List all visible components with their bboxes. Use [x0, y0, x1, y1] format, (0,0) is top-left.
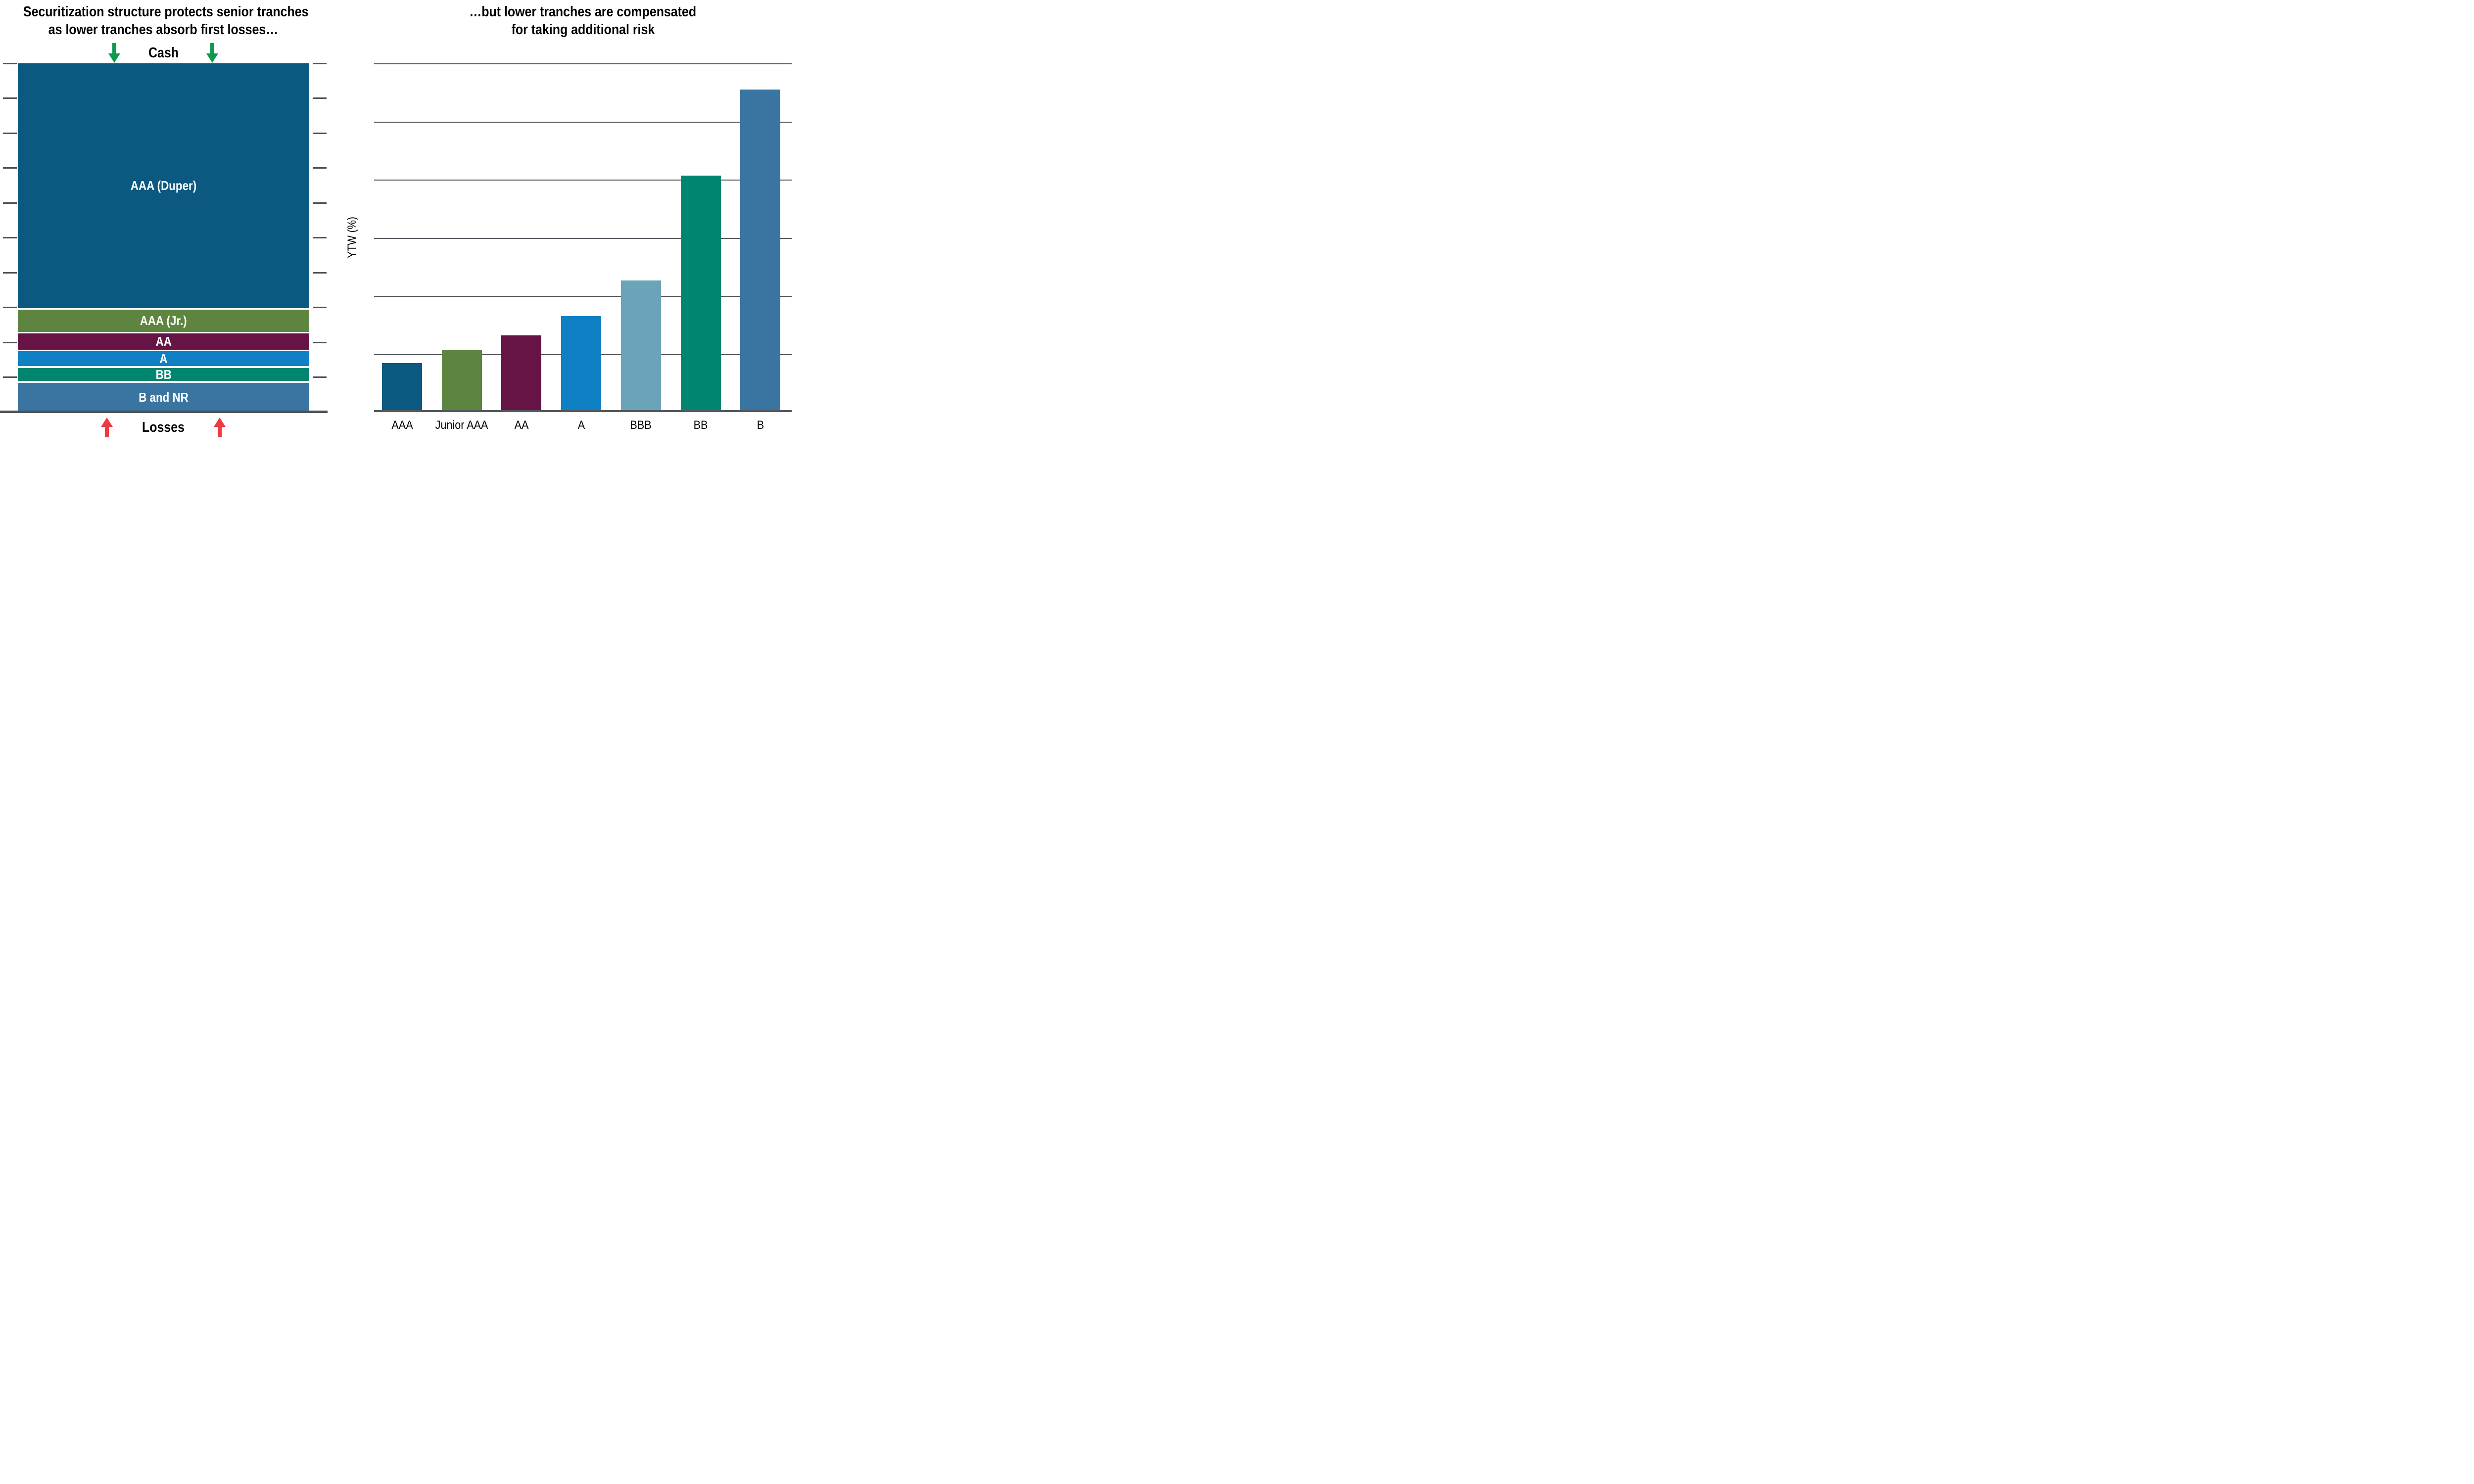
bar-aaa [382, 363, 422, 412]
right-chart-title: …but lower tranches are compensated for … [374, 3, 792, 39]
right-tick [313, 132, 327, 134]
x-tick-label-junior-aaa: Junior AAA [435, 418, 488, 432]
cash-down-arrow-icon [206, 43, 219, 63]
x-tick-label-bb: BB [693, 418, 708, 432]
gridline [374, 237, 792, 239]
bar-aa [501, 335, 542, 412]
left-chart-title: Securitization structure protects senior… [0, 3, 327, 39]
losses-label: Losses [142, 419, 185, 435]
left-tick [3, 341, 17, 343]
gridline [374, 121, 792, 123]
right-tick [313, 272, 327, 274]
left-tick [3, 202, 17, 204]
bar-b [740, 89, 781, 412]
right-tick [313, 62, 327, 64]
gridline [374, 180, 792, 181]
x-tick-label-aaa: AAA [391, 418, 413, 432]
right-title-line2: for taking additional risk [511, 22, 655, 38]
bar-bbb [620, 280, 661, 412]
right-tick [313, 341, 327, 343]
left-tick [3, 132, 17, 134]
bar-bb [680, 175, 721, 412]
right-chart-baseline [374, 410, 792, 412]
left-title-line2: as lower tranches absorb first losses… [48, 22, 279, 38]
tranche-block-aaa-duper: AAA (Duper) [18, 63, 309, 308]
right-tick [313, 376, 327, 378]
right-tick [313, 202, 327, 204]
left-tick [3, 272, 17, 274]
y-axis-label: YTW (%) [345, 217, 359, 258]
x-tick-label-bbb: BBB [630, 418, 652, 432]
losses-up-arrow-icon [101, 417, 113, 437]
right-tick [313, 167, 327, 169]
left-tick [3, 62, 17, 64]
tranche-block-aa: AA [18, 333, 309, 350]
tranche-stack: AAA (Duper) AAA (Jr.) AA A BB B and NR [18, 63, 309, 412]
left-tick [3, 376, 17, 378]
losses-flow-annotation: Losses [0, 417, 327, 438]
cash-flow-annotation: Cash [0, 43, 327, 63]
gridline [374, 296, 792, 297]
bar-junior-aaa [441, 350, 482, 412]
ytw-bar-chart-plot-area [374, 63, 792, 412]
losses-up-arrow-icon [213, 417, 226, 437]
tranche-label-b-and-nr: B and NR [139, 390, 189, 405]
right-tick [313, 97, 327, 99]
tranche-block-aaa-jr: AAA (Jr.) [18, 310, 309, 332]
left-tick [3, 237, 17, 238]
tranche-block-a: A [18, 351, 309, 367]
tranche-label-bb: BB [155, 367, 172, 382]
left-tick [3, 167, 17, 169]
tranche-label-a: A [159, 351, 168, 367]
tranche-label-aaa-jr: AAA (Jr.) [140, 313, 187, 328]
left-tick [3, 97, 17, 99]
left-chart-baseline [0, 411, 328, 413]
tranche-block-bb: BB [18, 368, 309, 381]
securitization-figure: Securitization structure protects senior… [0, 0, 792, 445]
cash-down-arrow-icon [108, 43, 120, 63]
x-tick-label-b: B [757, 418, 764, 432]
tranche-label-aa: AA [155, 334, 172, 349]
x-tick-label-aa: AA [514, 418, 529, 432]
cash-label: Cash [148, 45, 179, 61]
bar-a [561, 316, 602, 412]
right-title-line1: …but lower tranches are compensated [469, 4, 697, 20]
x-tick-label-a: A [577, 418, 585, 432]
tranche-block-b-and-nr: B and NR [18, 382, 309, 412]
right-tick [313, 307, 327, 308]
left-title-line1: Securitization structure protects senior… [23, 4, 309, 20]
gridline [374, 63, 792, 64]
left-tick [3, 307, 17, 308]
right-tick [313, 237, 327, 238]
tranche-label-aaa-duper: AAA (Duper) [130, 178, 197, 193]
